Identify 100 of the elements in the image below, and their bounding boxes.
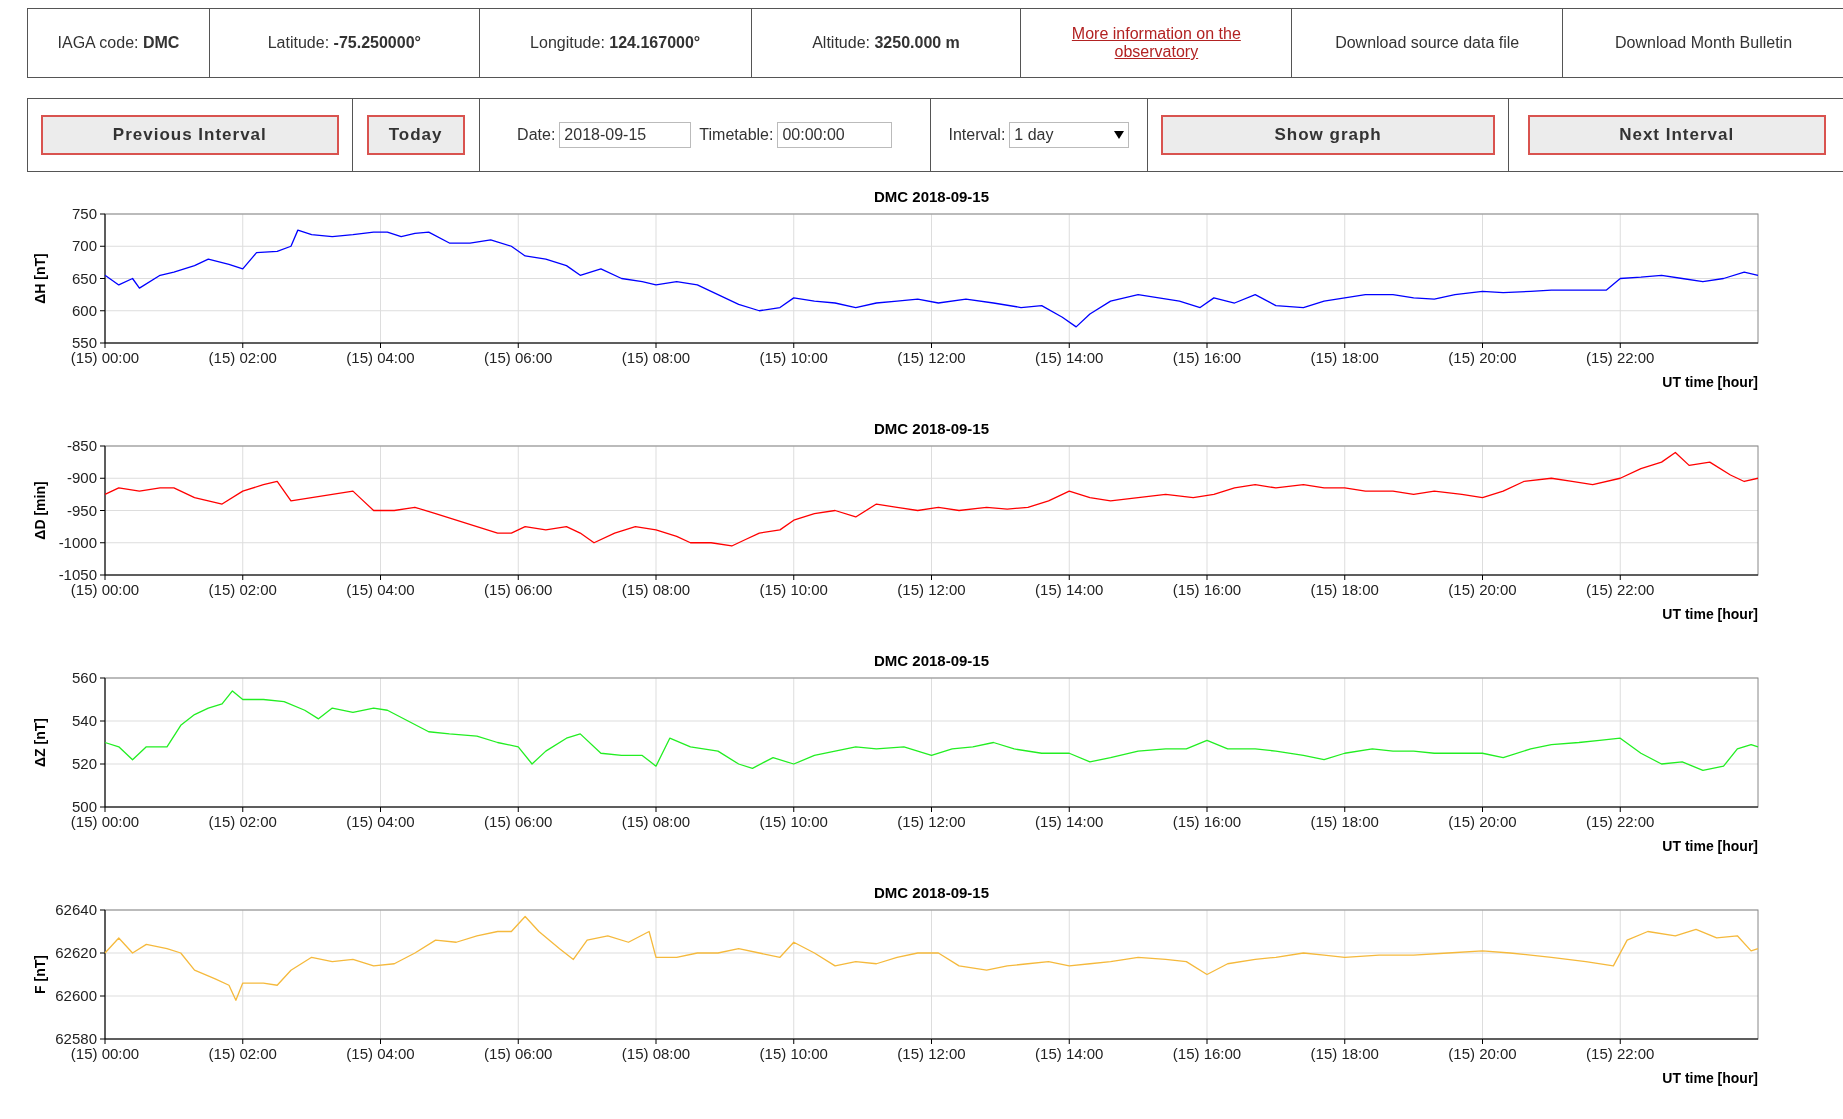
text: 2018-09-15 <box>564 126 647 144</box>
text: Download Month Bulletin <box>1615 34 1793 52</box>
x-tick-label: (15) 12:00 <box>897 349 966 366</box>
y-tick-label: 540 <box>71 712 97 729</box>
chart-title: DMC 2018-09-15 <box>873 420 990 437</box>
y-axis-title: F [nT] <box>32 955 48 994</box>
text: 00:00:00 <box>782 126 845 144</box>
x-tick-label: (15) 22:00 <box>1586 581 1655 598</box>
x-tick-label: (15) 00:00 <box>70 813 140 830</box>
x-tick-label: (15) 14:00 <box>1035 349 1104 366</box>
x-tick-label: (15) 08:00 <box>621 813 691 830</box>
line-series <box>104 451 1759 547</box>
y-tick-label: -1050 <box>58 566 97 583</box>
x-tick-label: (15) 02:00 <box>208 349 277 366</box>
x-tick-label: (15) 04:00 <box>346 349 415 366</box>
y-tick-label: -950 <box>66 501 97 519</box>
x-tick-label: (15) 20:00 <box>1448 1045 1517 1062</box>
x-tick-label: (15) 22:00 <box>1586 349 1655 366</box>
x-tick-label: (15) 14:00 <box>1035 581 1104 598</box>
text: Timetable: <box>699 126 774 144</box>
y-axis-title: ΔH [nT] <box>32 253 48 304</box>
text: Today <box>366 115 465 155</box>
line-series <box>104 690 1759 772</box>
x-tick-label: (15) 20:00 <box>1448 581 1517 598</box>
y-tick-label: 520 <box>71 755 97 772</box>
x-tick-label: (15) 14:00 <box>1035 1045 1104 1062</box>
text: Next Interval <box>1527 115 1826 155</box>
x-tick-label: (15) 08:00 <box>621 349 691 366</box>
x-tick-label: (15) 16:00 <box>1172 1045 1242 1062</box>
y-axis-title: ΔZ [nT] <box>32 718 48 767</box>
x-tick-label: (15) 12:00 <box>897 813 966 830</box>
y-tick-label: 62580 <box>55 1030 97 1047</box>
x-axis-title: UT time [hour] <box>1662 374 1758 390</box>
x-tick-label: (15) 18:00 <box>1310 813 1379 830</box>
x-tick-label: (15) 06:00 <box>484 813 553 830</box>
x-tick-label: (15) 16:00 <box>1172 349 1242 366</box>
x-tick-label: (15) 00:00 <box>70 349 140 366</box>
chart-title: DMC 2018-09-15 <box>873 188 990 205</box>
y-tick-label: 500 <box>71 798 97 815</box>
x-tick-label: (15) 18:00 <box>1310 349 1379 366</box>
x-tick-label: (15) 12:00 <box>897 1045 966 1062</box>
y-tick-label: 750 <box>71 205 97 222</box>
x-tick-label: (15) 20:00 <box>1448 349 1517 366</box>
y-tick-label: -850 <box>66 437 97 454</box>
x-tick-label: (15) 14:00 <box>1035 813 1104 830</box>
x-tick-label: (15) 00:00 <box>70 581 140 598</box>
x-tick-label: (15) 18:00 <box>1310 1045 1379 1062</box>
text: Latitude: <box>267 34 330 51</box>
y-tick-label: 550 <box>71 334 97 351</box>
text: 1 day <box>1014 126 1054 144</box>
x-tick-label: (15) 04:00 <box>346 581 415 598</box>
text: Altitude: <box>812 34 870 51</box>
x-tick-label: (15) 10:00 <box>759 581 828 598</box>
y-tick-label: 560 <box>71 669 97 686</box>
x-tick-label: (15) 22:00 <box>1586 813 1655 830</box>
line-series <box>104 229 1759 328</box>
y-axis-title: ΔD [min] <box>32 481 48 540</box>
x-tick-label: (15) 16:00 <box>1172 581 1242 598</box>
x-tick-label: (15) 08:00 <box>621 581 691 598</box>
x-tick-label: (15) 06:00 <box>484 1045 553 1062</box>
text: IAGA code: <box>57 34 139 51</box>
x-tick-label: (15) 02:00 <box>208 813 277 830</box>
x-tick-label: (15) 18:00 <box>1310 581 1379 598</box>
x-tick-label: (15) 04:00 <box>346 813 415 830</box>
x-tick-label: (15) 16:00 <box>1172 813 1242 830</box>
x-tick-label: (15) 02:00 <box>208 1045 277 1062</box>
y-tick-label: 62620 <box>55 944 97 961</box>
text: Previous Interval <box>40 115 339 155</box>
x-tick-label: (15) 10:00 <box>759 1045 828 1062</box>
text: Longitude: <box>530 34 605 51</box>
text: Date: <box>517 126 556 144</box>
x-axis-title: UT time [hour] <box>1662 606 1758 622</box>
y-tick-label: 600 <box>71 301 97 319</box>
text: 3250.000 m <box>874 34 960 51</box>
y-tick-label: 62640 <box>55 901 97 918</box>
text: More information on the observatory <box>1070 25 1242 61</box>
x-tick-label: (15) 02:00 <box>208 581 277 598</box>
chart-title: DMC 2018-09-15 <box>873 884 990 901</box>
text: DMC <box>142 34 180 51</box>
x-tick-label: (15) 00:00 <box>70 1045 140 1062</box>
text: Interval: <box>948 126 1006 144</box>
x-tick-label: (15) 04:00 <box>346 1045 415 1062</box>
x-tick-label: (15) 20:00 <box>1448 813 1517 830</box>
x-tick-label: (15) 06:00 <box>484 581 553 598</box>
x-tick-label: (15) 10:00 <box>759 349 828 366</box>
y-tick-label: 62600 <box>55 987 97 1004</box>
x-tick-label: (15) 08:00 <box>621 1045 691 1062</box>
text: Download source data file <box>1335 34 1520 52</box>
chart-title: DMC 2018-09-15 <box>873 652 990 669</box>
x-tick-label: (15) 10:00 <box>759 813 828 830</box>
x-tick-label: (15) 12:00 <box>897 581 966 598</box>
line-series <box>104 915 1759 1001</box>
x-axis-title: UT time [hour] <box>1662 838 1758 854</box>
y-tick-label: -1000 <box>58 533 97 551</box>
text: Show graph <box>1161 115 1496 155</box>
y-tick-label: -900 <box>66 469 97 487</box>
text: -75.250000° <box>333 34 421 51</box>
x-tick-label: (15) 22:00 <box>1586 1045 1655 1062</box>
y-tick-label: 650 <box>71 269 97 287</box>
text: 124.167000° <box>609 34 701 51</box>
